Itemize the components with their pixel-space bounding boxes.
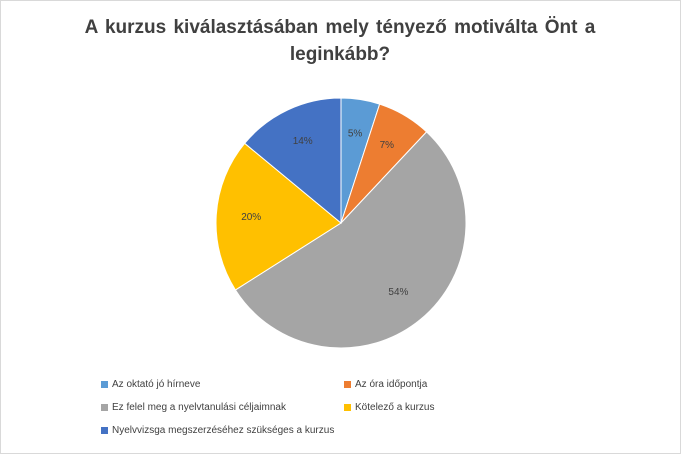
legend-swatch <box>344 381 351 388</box>
legend-item-kotelezo-kurzus: Kötelező a kurzus <box>344 402 435 413</box>
data-label-nyelvtanulasi-celok: 54% <box>388 287 408 298</box>
legend-swatch <box>344 404 351 411</box>
legend-label: Ez felel meg a nyelvtanulási céljaimnak <box>112 402 286 413</box>
legend-swatch <box>101 404 108 411</box>
data-label-oktato-hirneve: 5% <box>348 129 363 140</box>
legend-label: Az oktató jó hírneve <box>112 379 201 390</box>
pie-slice-nyelvvizsga <box>243 97 342 225</box>
legend-item-oktato-hirneve: Az oktató jó hírneve <box>101 379 200 390</box>
legend-label: Kötelező a kurzus <box>355 402 435 413</box>
legend-swatch <box>101 381 108 388</box>
pie-slice-nyelvtanulasi-celok <box>234 131 467 349</box>
legend-label: Az óra időpontja <box>355 379 428 390</box>
legend-item-nyelvvizsga: Nyelvvizsga megszerzéséhez szükséges a k… <box>101 425 334 436</box>
data-label-kotelezo-kurzus: 20% <box>241 212 261 223</box>
legend-item-ora-idopontja: Az óra időpontja <box>344 379 427 390</box>
legend-label: Nyelvvizsga megszerzéséhez szükséges a k… <box>112 425 335 436</box>
legend-item-nyelvtanulasi-celok: Ez felel meg a nyelvtanulási céljaimnak <box>101 402 286 413</box>
data-label-ora-idopontja: 7% <box>380 140 395 151</box>
pie-slice-kotelezo-kurzus <box>215 142 342 291</box>
legend-swatch <box>101 427 108 434</box>
data-label-nyelvvizsga: 14% <box>293 136 313 147</box>
chart-title: A kurzus kiválasztásában mely tényező mo… <box>84 17 596 65</box>
